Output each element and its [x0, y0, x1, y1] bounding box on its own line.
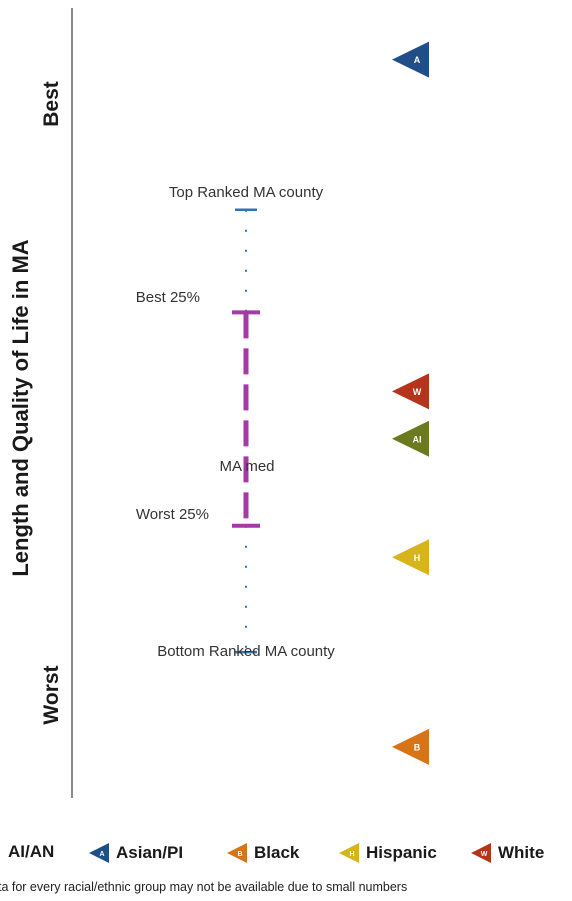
marker-triangle: [392, 728, 429, 765]
axis-end-best: Best: [40, 81, 63, 127]
marker-triangle: [392, 373, 429, 410]
marker-letter: W: [413, 387, 422, 397]
legend-item-asian-pi: A Asian/PI: [80, 842, 183, 864]
legend-marker-icon: W: [471, 843, 491, 863]
marker-letter: H: [414, 553, 421, 563]
legend: AI/AN A Asian/PI B Black H Hispanic W White: [0, 842, 572, 870]
median-label: MA med: [219, 458, 274, 475]
marker-letter: A: [414, 55, 421, 65]
footnote: Data for every racial/ethnic group may n…: [0, 880, 408, 894]
legend-item-ai-an: AI/AN: [8, 842, 54, 862]
group-markers: A W AI H B: [392, 41, 429, 765]
legend-label: AI/AN: [8, 842, 55, 861]
svg-text:B: B: [237, 851, 242, 858]
marker-black: B: [392, 728, 429, 765]
svg-text:H: H: [349, 851, 354, 858]
legend-label: Black: [254, 843, 300, 862]
marker-letter: AI: [413, 434, 422, 444]
marker-white: W: [392, 373, 429, 410]
marker-asian-pi: A: [392, 41, 429, 78]
marker-letter: B: [414, 742, 421, 752]
marker-triangle: [392, 420, 429, 457]
marker-triangle: [392, 539, 429, 576]
chart-area: Best Worst Length and Quality of Life in…: [8, 8, 429, 798]
legend-marker-icon: B: [227, 843, 247, 863]
legend-label: Asian/PI: [116, 843, 184, 862]
county-range: [232, 208, 260, 654]
legend-item-black: B Black: [218, 842, 299, 864]
legend-label: White: [498, 843, 545, 862]
worst-25-label: Worst 25%: [136, 506, 209, 523]
axis-end-worst: Worst: [40, 665, 63, 724]
legend-item-hispanic: H Hispanic: [330, 842, 437, 864]
svg-text:A: A: [99, 851, 104, 858]
legend-label: Hispanic: [366, 843, 437, 862]
y-axis-label: Length and Quality of Life in MA: [8, 239, 33, 576]
bottom-ranked-label: Bottom Ranked MA county: [157, 643, 335, 660]
marker-hispanic: H: [392, 539, 429, 576]
legend-marker-icon: H: [339, 843, 359, 863]
marker-ai-an: AI: [392, 420, 429, 457]
marker-triangle: [392, 41, 429, 78]
legend-marker-icon: A: [89, 843, 109, 863]
top-ranked-label: Top Ranked MA county: [169, 184, 324, 201]
best-25-label: Best 25%: [136, 289, 200, 306]
svg-text:W: W: [481, 851, 488, 858]
legend-item-white: W White: [462, 842, 544, 864]
